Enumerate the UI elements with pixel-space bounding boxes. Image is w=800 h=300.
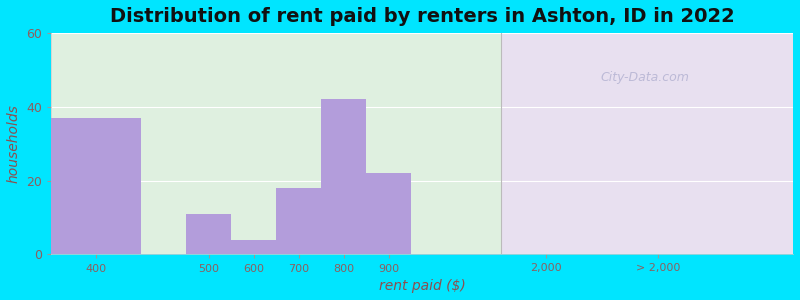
Bar	[321, 100, 366, 254]
Text: City-Data.com: City-Data.com	[600, 71, 689, 84]
Title: Distribution of rent paid by renters in Ashton, ID in 2022: Distribution of rent paid by renters in …	[110, 7, 734, 26]
Y-axis label: households: households	[7, 104, 21, 183]
X-axis label: rent paid ($): rent paid ($)	[379, 279, 466, 293]
Bar	[231, 240, 276, 254]
Bar	[501, 33, 793, 254]
Bar	[51, 118, 142, 254]
Bar	[186, 214, 231, 254]
Bar	[276, 188, 321, 254]
Bar	[366, 173, 411, 254]
